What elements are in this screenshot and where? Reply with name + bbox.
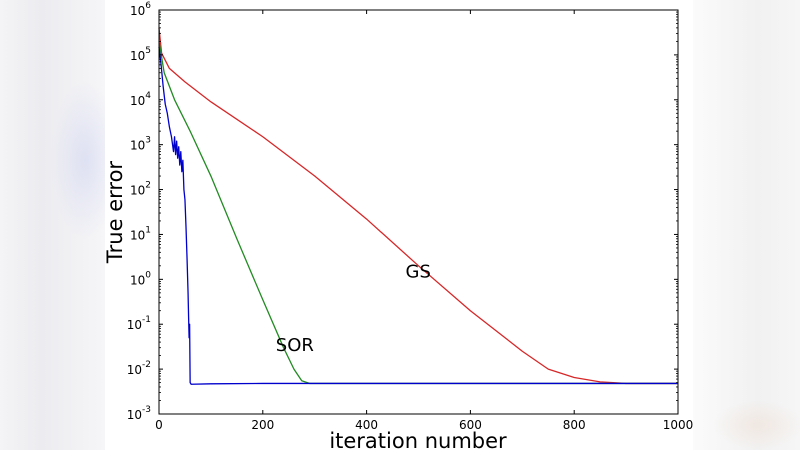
y-tick-label: 100 [130, 270, 151, 287]
ticks-layer: 0 200 400 600 800 1000 10-3 10-2 10-1 100 101 102 10… [127, 1, 694, 432]
series-label-gs: GS [406, 261, 431, 282]
x-tick-label: 1000 [663, 418, 694, 432]
x-tick-label: 800 [563, 418, 586, 432]
plot-frame [158, 9, 679, 415]
y-tick-label: 101 [130, 225, 151, 242]
series-line-gs-0 [158, 27, 678, 385]
series-label-sor: SOR [276, 335, 314, 356]
y-tick-label: 105 [130, 46, 151, 63]
chart-background [105, 0, 693, 450]
x-axis-title: iteration number [329, 429, 507, 450]
y-tick-label: 106 [130, 1, 151, 18]
x-tick-label: 0 [155, 418, 163, 432]
y-tick-label: 10-2 [127, 360, 151, 377]
y-tick-label: 10-3 [127, 405, 151, 422]
x-tick-label: 200 [251, 418, 274, 432]
series-line-sor-1 [158, 41, 678, 385]
y-tick-label: 10-1 [127, 315, 151, 332]
series-line-unlabeled-2 [158, 46, 678, 385]
labels-layer: GS SOR [276, 261, 431, 356]
right-margin [693, 0, 800, 450]
x-tick-label: 600 [459, 418, 482, 432]
series-layer [158, 27, 678, 385]
y-tick-label: 104 [130, 91, 151, 108]
y-axis-title: True error [103, 161, 127, 264]
y-tick-label: 103 [130, 136, 151, 153]
y-tick-label: 102 [130, 181, 151, 198]
x-tick-label: 400 [355, 418, 378, 432]
